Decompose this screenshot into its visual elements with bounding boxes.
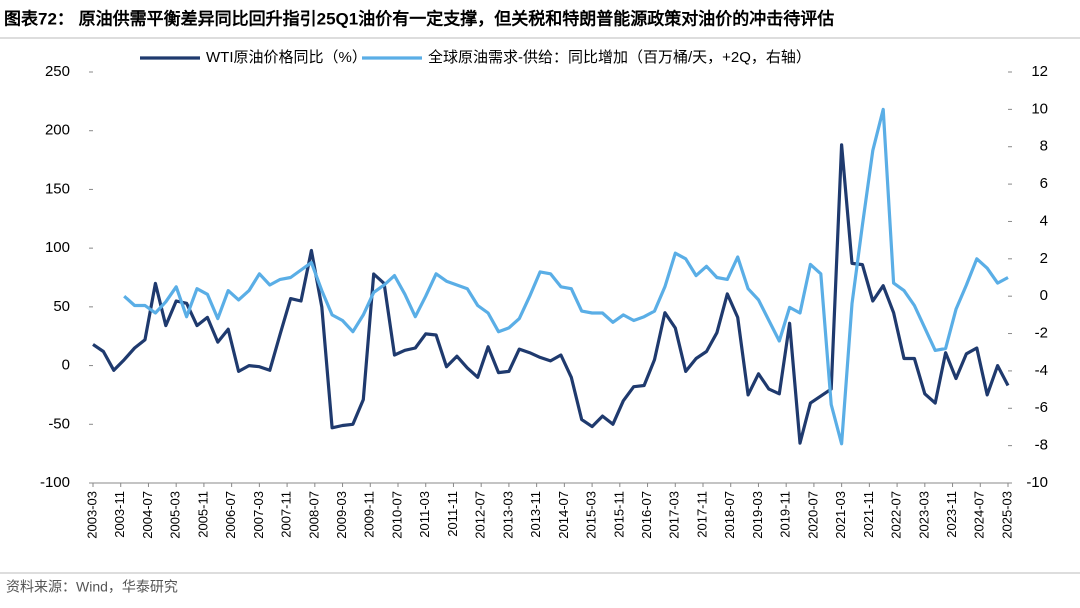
y-tick-label: 50 xyxy=(53,298,70,315)
y-tick-label: 200 xyxy=(45,122,70,139)
legend-label: 全球原油需求-供给：同比增加（百万桶/天，+2Q，右轴） xyxy=(428,48,811,66)
y2-tick-label: 10 xyxy=(1031,100,1048,117)
series-line xyxy=(92,143,1010,445)
y-tick-label: -100 xyxy=(40,474,70,491)
y2-tick-label: -6 xyxy=(1035,399,1048,416)
y2-tick-label: 8 xyxy=(1040,138,1048,155)
x-tick-label: 2016-07 xyxy=(639,491,654,539)
y-tick-label: -50 xyxy=(48,415,70,432)
x-tick-label: 2009-11 xyxy=(362,491,377,538)
x-tick-label: 2005-11 xyxy=(195,491,210,538)
x-tick-label: 2018-07 xyxy=(722,491,737,539)
source: 资料来源：Wind，华泰研究 xyxy=(6,579,178,595)
x-tick-label: 2017-03 xyxy=(667,491,682,539)
x-tick-label: 2020-07 xyxy=(805,491,820,539)
y2-tick-label: 2 xyxy=(1040,250,1048,267)
x-tick-label: 2021-11 xyxy=(861,491,876,538)
x-tick-label: 2003-11 xyxy=(112,491,127,538)
x-tick-label: 2024-07 xyxy=(972,491,987,539)
x-tick-label: 2007-11 xyxy=(279,491,294,538)
y2-tick-label: -2 xyxy=(1035,325,1048,342)
x-tick-label: 2006-07 xyxy=(223,491,238,539)
series-line xyxy=(123,107,1009,446)
y2-tick-label: -4 xyxy=(1035,362,1048,379)
x-tick-label: 2008-07 xyxy=(306,491,321,539)
x-tick-label: 2011-11 xyxy=(445,491,460,537)
x-tick-label: 2021-03 xyxy=(833,491,848,539)
x-tick-label: 2019-03 xyxy=(750,491,765,539)
y2-tick-label: 6 xyxy=(1040,175,1048,192)
x-tick-label: 2004-07 xyxy=(140,491,155,539)
x-tick-label: 2023-11 xyxy=(944,491,959,538)
y-tick-label: 250 xyxy=(45,63,70,80)
x-tick-label: 2023-03 xyxy=(916,491,931,539)
x-tick-label: 2003-03 xyxy=(84,491,99,539)
x-tick-label: 2013-11 xyxy=(528,491,543,538)
chart-title: 图表72： 原油供需平衡差异同比回升指引25Q1油价有一定支撑，但关税和特朗普能… xyxy=(4,8,834,28)
x-tick-label: 2009-03 xyxy=(334,491,349,539)
legend-label: WTI原油价格同比（%） xyxy=(206,49,367,66)
y-tick-label: 100 xyxy=(45,239,70,256)
x-tick-label: 2011-03 xyxy=(417,491,432,538)
y-tick-label: 0 xyxy=(62,357,70,374)
x-tick-label: 2010-07 xyxy=(389,491,404,539)
x-tick-label: 2014-07 xyxy=(556,491,571,539)
y2-tick-label: -8 xyxy=(1035,437,1048,454)
x-tick-label: 2017-11 xyxy=(694,491,709,538)
y2-tick-label: 12 xyxy=(1031,63,1048,80)
y2-tick-label: 4 xyxy=(1040,212,1048,229)
x-tick-label: 2019-11 xyxy=(778,491,793,538)
x-tick-label: 2025-03 xyxy=(999,491,1014,539)
x-tick-label: 2015-03 xyxy=(584,491,599,539)
y-tick-label: 150 xyxy=(45,180,70,197)
x-tick-label: 2005-03 xyxy=(168,491,183,539)
x-tick-label: 2012-07 xyxy=(473,491,488,539)
x-tick-label: 2022-07 xyxy=(889,491,904,539)
x-tick-label: 2013-03 xyxy=(500,491,515,539)
y2-tick-label: 0 xyxy=(1040,287,1048,304)
x-tick-label: 2007-03 xyxy=(251,491,266,539)
y2-tick-label: -10 xyxy=(1026,474,1048,491)
x-tick-label: 2015-11 xyxy=(611,491,626,538)
